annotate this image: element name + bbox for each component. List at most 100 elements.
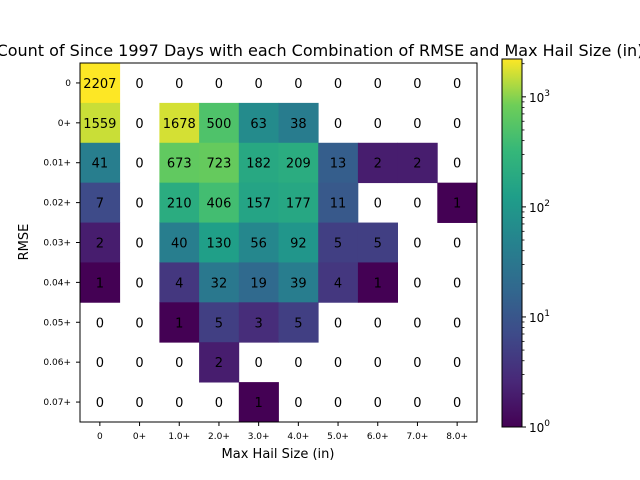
heatmap-cell — [159, 182, 200, 223]
cell-value-label: 0 — [413, 356, 421, 371]
cell-value-label: 5 — [374, 237, 382, 252]
cell-value-label: 1678 — [163, 117, 196, 132]
cell-value-label: 0 — [413, 276, 421, 291]
heatmap-cell — [159, 222, 200, 263]
cell-value-label: 0 — [135, 276, 143, 291]
heatmap-cell — [199, 182, 240, 223]
heatmap-cell — [278, 222, 319, 263]
cell-value-label: 40 — [171, 237, 188, 252]
y-tick-label: 0.06+ — [43, 358, 71, 368]
cell-value-label: 0 — [135, 356, 143, 371]
cell-value-label: 1 — [96, 276, 104, 291]
x-tick-label: 0 — [97, 432, 103, 442]
colorbar — [501, 58, 523, 428]
cell-value-label: 500 — [207, 117, 232, 132]
cell-value-label: 56 — [250, 237, 267, 252]
colorbar-tick-label: 100 — [529, 419, 550, 435]
heatmap-cell — [278, 262, 319, 303]
cell-value-label: 0 — [294, 77, 302, 92]
y-tick-label: 0+ — [58, 119, 71, 129]
heatmap-cell — [238, 302, 279, 343]
colorbar-tick-label: 101 — [529, 309, 550, 325]
cell-value-label: 673 — [167, 157, 192, 172]
x-tick-label: 5.0+ — [327, 432, 349, 442]
cell-value-label: 0 — [135, 396, 143, 411]
cell-value-label: 38 — [290, 117, 307, 132]
cell-value-label: 0 — [135, 77, 143, 92]
heatmap-cell — [159, 102, 200, 144]
cell-value-label: 0 — [96, 316, 104, 331]
chart-title: Count of Since 1997 Days with each Combi… — [0, 41, 640, 60]
cell-value-label: 0 — [374, 396, 382, 411]
heatmap-cell — [318, 182, 359, 223]
x-tick-label: 7.0+ — [407, 432, 429, 442]
cell-value-label: 2 — [374, 157, 382, 172]
heatmap-cell — [199, 222, 240, 263]
y-tick-label: 0.04+ — [43, 278, 71, 288]
cell-value-label: 0 — [413, 396, 421, 411]
heatmap-cells — [80, 63, 478, 423]
heatmap-cell — [80, 142, 121, 184]
colorbar-tick-label: 103 — [529, 89, 550, 105]
cell-value-label: 0 — [294, 396, 302, 411]
y-axis-ticks: 0 0+ 0.01+ 0.02+ 0.03+ 0.04+ 0.05+ 0.06+ 0.07+ — [43, 79, 80, 408]
cell-value-label: 130 — [207, 237, 232, 252]
y-tick-label: 0.02+ — [43, 199, 71, 209]
cell-value-label: 209 — [286, 157, 311, 172]
x-tick-label: 8.0+ — [446, 432, 468, 442]
cell-value-label: 0 — [334, 77, 342, 92]
cell-value-label: 406 — [207, 197, 232, 212]
cell-value-label: 0 — [135, 117, 143, 132]
cell-value-label: 0 — [413, 117, 421, 132]
cell-value-label: 0 — [413, 316, 421, 331]
heatmap-cell — [437, 182, 478, 223]
heatmap-cell — [159, 262, 200, 303]
cell-value-label: 0 — [453, 237, 461, 252]
heatmap-cell — [199, 342, 240, 383]
heatmap-cell — [80, 262, 121, 303]
x-tick-label: 1.0+ — [168, 432, 190, 442]
heatmap-cell — [357, 262, 398, 303]
heatmap-cell — [357, 142, 398, 184]
y-tick-label: 0.05+ — [43, 318, 71, 328]
cell-value-label: 5 — [294, 316, 302, 331]
cell-value-label: 5 — [334, 237, 342, 252]
cell-value-label: 0 — [413, 197, 421, 212]
cell-value-label: 41 — [92, 157, 109, 172]
cell-value-label: 0 — [374, 197, 382, 212]
heatmap-cell — [238, 182, 279, 223]
heatmap-cell — [159, 142, 200, 184]
heatmap-cell — [238, 382, 279, 423]
cell-value-label: 177 — [286, 197, 311, 212]
x-tick-label: 2.0+ — [208, 432, 230, 442]
heatmap-cell — [238, 102, 279, 144]
x-axis-ticks: 0 0+ 1.0+ 2.0+ 3.0+ 4.0+ 5.0+ 6.0+ 7.0+ 8.0+ — [97, 422, 468, 442]
cell-value-label: 0 — [96, 356, 104, 371]
cell-value-label: 0 — [175, 356, 183, 371]
cell-value-label: 0 — [453, 356, 461, 371]
cell-value-label: 0 — [135, 316, 143, 331]
cell-value-label: 182 — [246, 157, 271, 172]
heatmap-cell — [278, 142, 319, 184]
x-tick-label: 4.0+ — [287, 432, 309, 442]
cell-value-label: 0 — [135, 197, 143, 212]
cell-value-label: 210 — [167, 197, 192, 212]
cell-value-label: 63 — [250, 117, 267, 132]
cell-value-label: 0 — [453, 77, 461, 92]
cell-value-label: 0 — [96, 396, 104, 411]
cell-value-label: 0 — [453, 157, 461, 172]
heatmap-cell — [238, 262, 279, 303]
cell-value-label: 0 — [135, 157, 143, 172]
heatmap-cell — [318, 262, 359, 303]
heatmap-cell — [278, 102, 319, 144]
cell-value-label: 1 — [175, 316, 183, 331]
cell-value-label: 32 — [211, 276, 228, 291]
heatmap-cell — [199, 262, 240, 303]
cell-value-label: 0 — [453, 396, 461, 411]
heatmap-cell — [80, 182, 121, 223]
cell-value-label: 1 — [374, 276, 382, 291]
cell-value-label: 0 — [255, 77, 263, 92]
cell-value-label: 4 — [334, 276, 342, 291]
cell-value-label: 723 — [207, 157, 232, 172]
